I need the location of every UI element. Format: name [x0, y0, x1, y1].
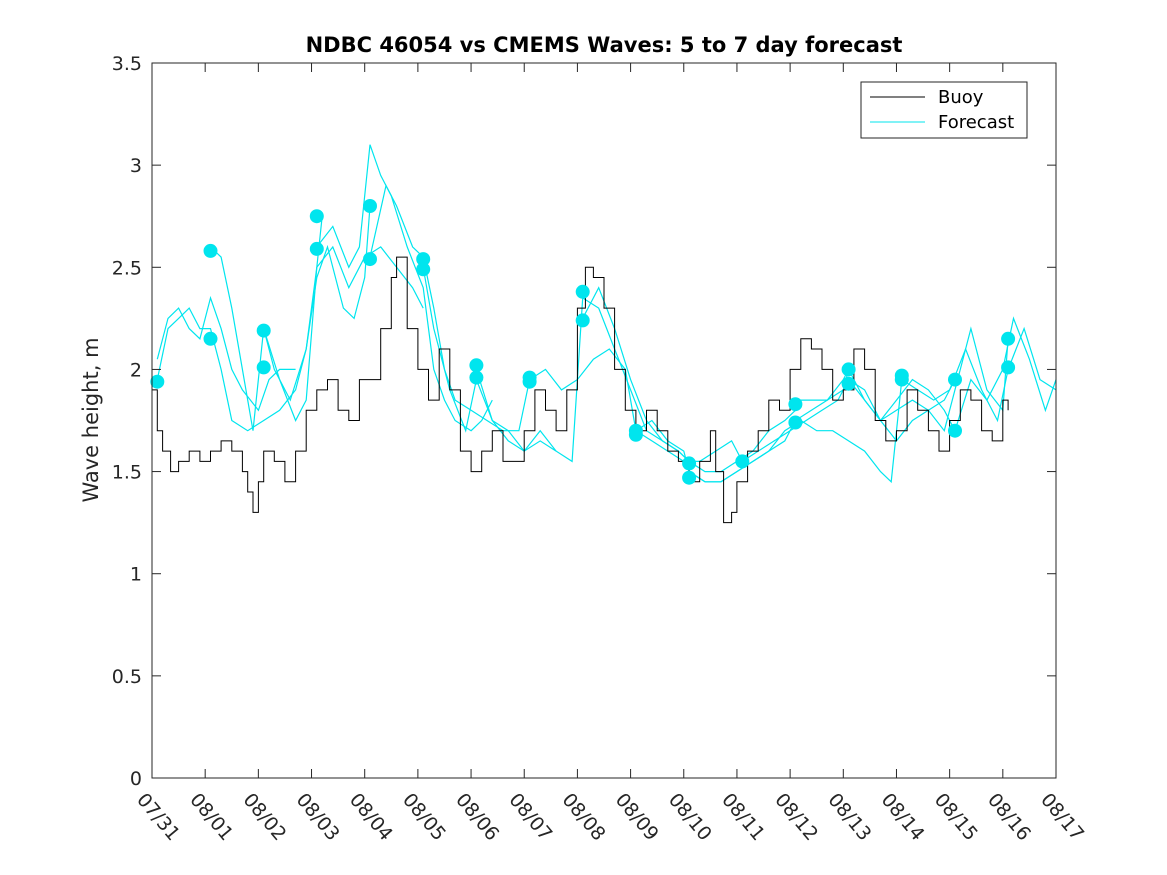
forecast-marker-2: [203, 331, 218, 346]
forecast-marker-26: [841, 362, 856, 377]
forecast-marker-23: [788, 415, 803, 430]
legend-buoy-label: Buoy: [938, 87, 984, 108]
y-tick-label: 1.5: [112, 462, 142, 484]
forecast-marker-29: [948, 423, 962, 438]
forecast-marker-9: [363, 199, 377, 213]
forecast-marker-31: [1001, 360, 1016, 375]
chart-title: NDBC 46054 vs CMEMS Waves: 5 to 7 day fo…: [306, 33, 903, 57]
forecast-marker-25: [841, 376, 856, 391]
forecast-line-3: [210, 205, 371, 431]
y-tick-label: 0.5: [112, 666, 142, 688]
y-tick-label: 3: [130, 155, 142, 177]
forecast-marker-4: [256, 360, 271, 375]
forecast-marker-22: [735, 454, 750, 469]
buoy-line: [152, 256, 1009, 524]
legend: Buoy Forecast: [860, 81, 1028, 139]
y-axis-label: Wave height, m: [79, 337, 103, 502]
forecast-line-2: [156, 295, 296, 412]
forecast-line-4: [263, 245, 424, 422]
forecast-marker-1: [150, 374, 165, 389]
forecast-marker-6: [309, 241, 324, 256]
forecast-marker-13: [469, 358, 484, 373]
forecast-line-5: [316, 144, 493, 432]
y-axis: 0 0.5 1 1.5 2 2.5 3 3.5: [112, 53, 1056, 790]
forecast-marker-28: [894, 368, 909, 383]
forecast-line-14: [795, 326, 1009, 433]
forecast-marker-12: [469, 370, 484, 385]
forecast-marker-32: [1001, 331, 1016, 346]
forecast-marker-10: [416, 262, 431, 277]
forecast-line-7: [422, 267, 557, 452]
forecast-marker-11: [416, 252, 431, 267]
marker-layer: [150, 199, 1016, 485]
forecast-marker-30: [948, 372, 962, 387]
forecast-marker-24: [788, 397, 803, 412]
forecast-marker-20: [682, 470, 697, 485]
forecast-line-16: [901, 326, 1057, 423]
y-tick-label: 3.5: [112, 53, 142, 75]
forecast-marker-8: [363, 252, 377, 267]
forecast-marker-16: [575, 313, 590, 328]
y-tick-label: 1: [130, 564, 142, 586]
forecast-marker-3: [203, 243, 218, 258]
forecast-marker-5: [256, 323, 271, 338]
legend-box: [860, 81, 1028, 139]
y-tick-label: 2.5: [112, 257, 142, 279]
forecast-marker-7: [309, 209, 324, 224]
forecast-marker-21: [682, 456, 697, 471]
plot-frame: [151, 62, 1057, 779]
forecast-marker-17: [575, 284, 590, 299]
plot-area: [152, 63, 1056, 778]
forecast-marker-15: [522, 370, 537, 385]
legend-forecast-label: Forecast: [938, 112, 1014, 133]
forecast-marker-19: [628, 423, 643, 438]
y-tick-label: 0: [130, 768, 142, 790]
y-tick-label: 2: [130, 359, 142, 381]
